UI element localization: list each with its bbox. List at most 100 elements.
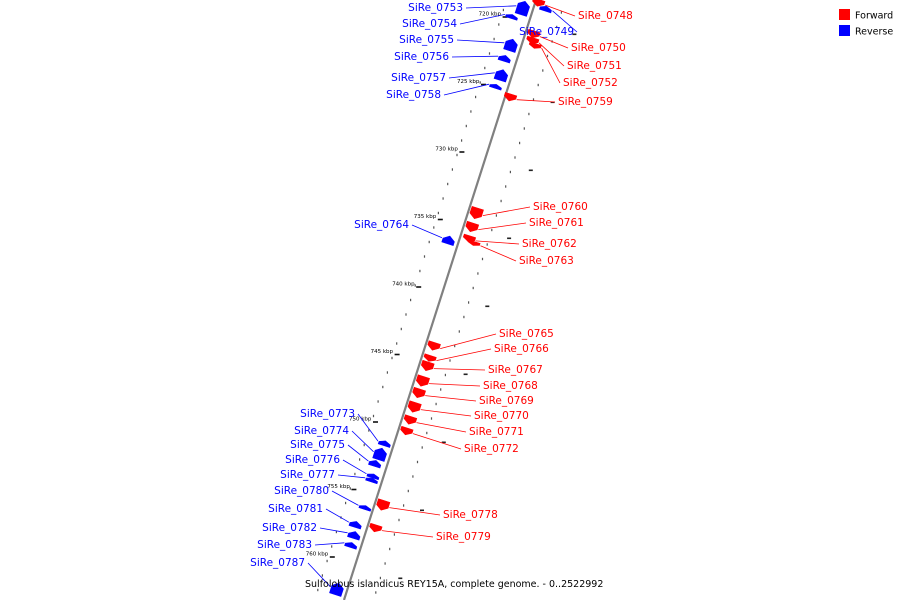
gene-feature-sire-0761[interactable] [465,220,480,233]
gene-label-sire-0758[interactable]: SiRe_0758 [386,89,441,101]
gene-label-sire-0779[interactable]: SiRe_0779 [436,531,491,543]
gene-feature-sire-0768[interactable] [415,374,430,387]
gene-label-sire-0754[interactable]: SiRe_0754 [402,18,457,30]
gene-feature-sire-0755[interactable] [503,38,518,53]
gene-feature-sire-0764[interactable] [441,235,455,246]
gene-label-sire-0750[interactable]: SiRe_0750 [571,42,626,54]
guide-dot [475,95,477,99]
guide-dot [479,81,481,84]
gene-label-sire-0762[interactable]: SiRe_0762 [522,238,577,250]
gene-label-sire-0765[interactable]: SiRe_0765 [499,328,554,340]
gene-feature-sire-0771[interactable] [403,414,418,425]
gene-leader-line [482,206,531,216]
gene-feature-sire-0766[interactable] [423,353,437,362]
gene-feature-sire-0776[interactable] [366,473,380,481]
gene-feature-sire-0763[interactable] [467,239,481,246]
gene-feature-sire-0760[interactable] [469,206,484,220]
scale-tick [373,421,378,423]
guide-dot [419,269,421,273]
guide-dot [405,313,407,316]
guide-dot [391,356,393,360]
gene-label-sire-0752[interactable]: SiRe_0752 [563,77,618,89]
gene-feature-sire-0769[interactable] [412,386,426,399]
gene-label-sire-0759[interactable]: SiRe_0759 [558,96,613,108]
gene-feature-sire-0782[interactable] [347,531,361,541]
gene-label-sire-0751[interactable]: SiRe_0751 [567,60,622,72]
gene-feature-sire-0757[interactable] [493,69,509,83]
gene-label-sire-0778[interactable]: SiRe_0778 [443,509,498,521]
gene-label-sire-0770[interactable]: SiRe_0770 [474,410,529,422]
guide-dot [556,25,558,29]
gene-feature-sire-0773[interactable] [377,440,391,448]
gene-label-sire-0763[interactable]: SiRe_0763 [519,255,574,267]
gene-label-sire-0761[interactable]: SiRe_0761 [529,217,584,229]
gene-feature-sire-0778[interactable] [376,498,391,511]
gene-label-sire-0782[interactable]: SiRe_0782 [262,522,317,534]
gene-feature-sire-0750[interactable] [527,28,541,39]
gene-feature-sire-0754[interactable] [505,14,518,21]
gene-feature-sire-0758[interactable] [489,84,502,91]
gene-leader-line [448,72,495,79]
gene-feature-sire-0748[interactable] [532,0,546,7]
scale-tick-label: 745 kbp [371,349,394,355]
gene-label-sire-0774[interactable]: SiRe_0774 [294,425,349,437]
guide-dot [412,475,414,478]
gene-feature-sire-0752[interactable] [528,41,542,49]
gene-label-sire-0760[interactable]: SiRe_0760 [533,201,588,213]
gene-feature-sire-0787[interactable] [329,582,344,597]
gene-feature-sire-0780[interactable] [358,505,372,512]
gene-leader-line [331,490,359,506]
guide-dot [509,170,511,174]
gene-feature-sire-0759[interactable] [503,92,518,102]
gene-label-sire-0769[interactable]: SiRe_0769 [479,395,534,407]
gene-feature-sire-0770[interactable] [407,400,422,413]
guide-dot [372,414,375,418]
gene-label-sire-0755[interactable]: SiRe_0755 [399,34,454,46]
guide-dot [423,255,426,258]
gene-label-sire-0787[interactable]: SiRe_0787 [250,557,305,569]
gene-label-sire-0767[interactable]: SiRe_0767 [488,364,543,376]
gene-feature-sire-0767[interactable] [420,359,435,372]
scale-ticks: 720 kbp 725 kbp 730 kbp 735 kbp 740 kbp 745 k… [306,12,508,558]
gene-feature-sire-0775[interactable] [368,460,382,469]
gene-label-sire-0748[interactable]: SiRe_0748 [578,10,633,22]
guide-dot [389,547,391,551]
gene-label-sire-0764[interactable]: SiRe_0764 [354,219,409,231]
gene-feature-sire-0765[interactable] [427,340,441,351]
gene-label-sire-0780[interactable]: SiRe_0780 [274,485,329,497]
gene-label-sire-0776[interactable]: SiRe_0776 [285,454,340,466]
gene-label-sire-0756[interactable]: SiRe_0756 [394,51,449,63]
gene-feature-sire-0783[interactable] [344,542,358,550]
gene-leader-line [478,222,527,230]
genome-backbone [342,0,538,600]
gene-label-sire-0766[interactable]: SiRe_0766 [494,343,549,355]
gene-feature-sire-0777[interactable] [365,477,378,485]
gene-feature-sire-0756[interactable] [497,55,511,64]
gene-label-sire-0753[interactable]: SiRe_0753 [408,2,463,14]
gene-feature-sire-0749[interactable] [539,5,552,14]
guide-dash [398,577,403,580]
gene-label-sire-0772[interactable]: SiRe_0772 [464,443,519,455]
gene-label-sire-0781[interactable]: SiRe_0781 [268,503,323,515]
gene-feature-sire-0774[interactable] [372,447,387,462]
scale-tick-label: 735 kbp [414,214,437,220]
gene-feature-sire-0753[interactable] [514,0,530,17]
gene-label-sire-0777[interactable]: SiRe_0777 [280,469,335,481]
gene-label-sire-0757[interactable]: SiRe_0757 [391,72,446,84]
guide-dot [458,330,460,333]
gene-label-sire-0783[interactable]: SiRe_0783 [257,539,312,551]
gene-feature-sire-0781[interactable] [348,521,362,530]
gene-label-sire-0775[interactable]: SiRe_0775 [290,439,345,451]
gene-feature-sire-0779[interactable] [369,522,383,533]
guide-dot [375,591,377,594]
gene-label-sire-0749[interactable]: SiRe_0749 [519,26,574,38]
gene-label-sire-0773[interactable]: SiRe_0773 [300,408,355,420]
guide-dot [414,284,416,287]
gene-label-sire-0771[interactable]: SiRe_0771 [469,426,524,438]
guide-dash [485,305,490,308]
backbone-decor [317,8,577,594]
gene-leader-line [337,474,366,479]
gene-feature-sire-0772[interactable] [400,425,414,436]
gene-label-sire-0768[interactable]: SiRe_0768 [483,380,538,392]
